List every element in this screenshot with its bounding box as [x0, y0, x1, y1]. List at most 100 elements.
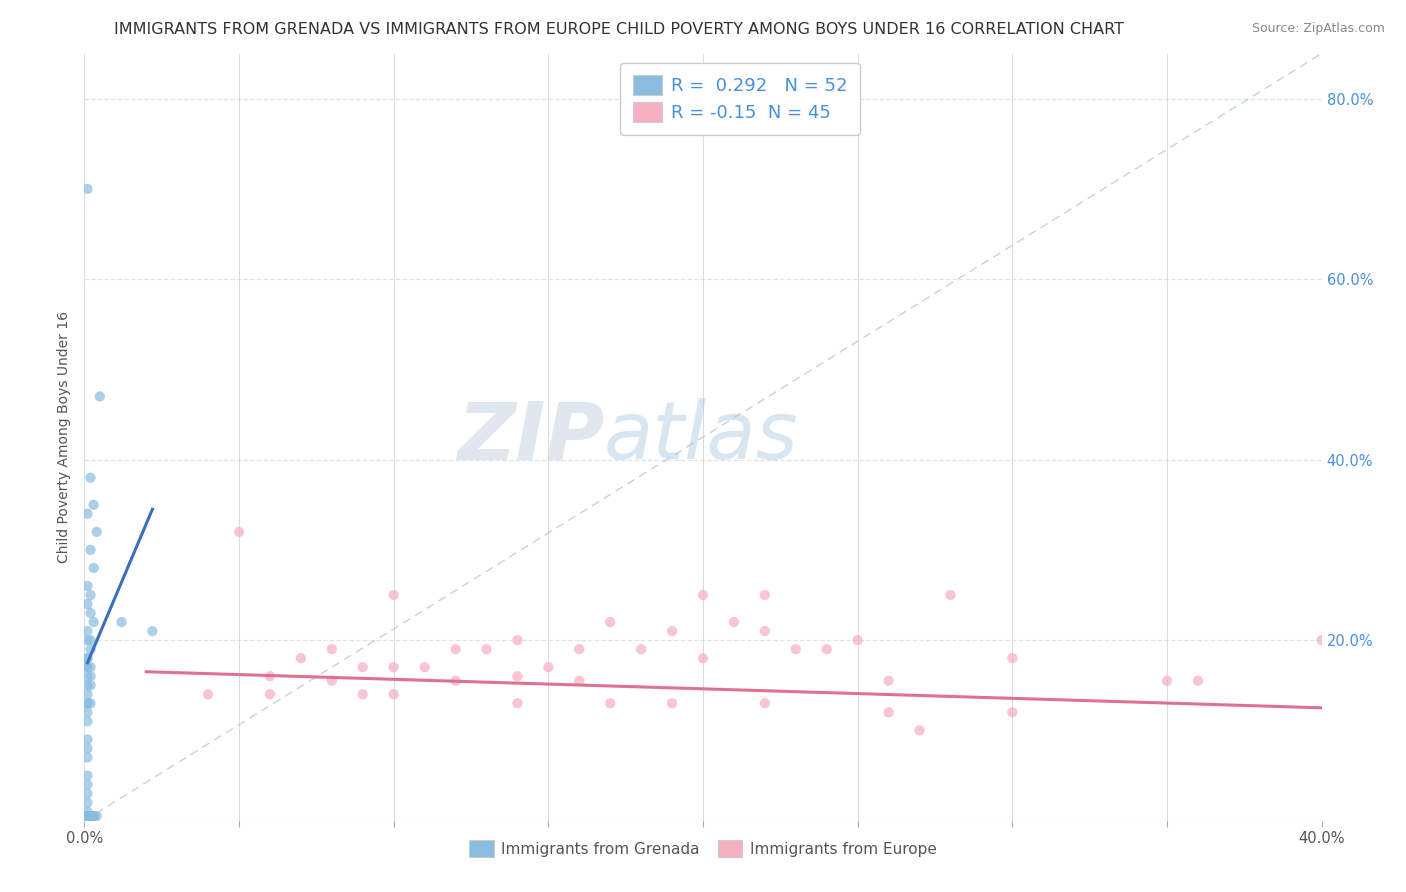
Point: [76, 660, 98, 674]
Point: [76, 579, 98, 593]
Point: [76, 597, 98, 611]
Point: [661, 696, 683, 710]
Point: [321, 642, 343, 657]
Point: [661, 624, 683, 639]
Point: [79, 642, 101, 657]
Point: [1187, 673, 1209, 688]
Point: [141, 624, 163, 639]
Point: [382, 588, 405, 602]
Point: [1310, 633, 1333, 648]
Point: [76, 787, 98, 801]
Point: [76, 805, 98, 819]
Point: [599, 696, 621, 710]
Point: [89, 389, 111, 403]
Point: [413, 660, 436, 674]
Point: [908, 723, 931, 738]
Point: [754, 624, 776, 639]
Point: [76, 624, 98, 639]
Point: [79, 809, 101, 823]
Point: [568, 673, 591, 688]
Point: [76, 714, 98, 729]
Point: [197, 687, 219, 701]
Point: [444, 673, 467, 688]
Point: [290, 651, 312, 665]
Y-axis label: Child Poverty Among Boys Under 16: Child Poverty Among Boys Under 16: [58, 311, 72, 563]
Point: [79, 678, 101, 692]
Point: [815, 642, 838, 657]
Point: [692, 651, 714, 665]
Point: [939, 588, 962, 602]
Point: [506, 633, 529, 648]
Text: ZIP: ZIP: [457, 398, 605, 476]
Point: [86, 524, 108, 539]
Point: [83, 615, 105, 629]
Point: [76, 796, 98, 810]
Point: [76, 750, 98, 764]
Text: IMMIGRANTS FROM GRENADA VS IMMIGRANTS FROM EUROPE CHILD POVERTY AMONG BOYS UNDER: IMMIGRANTS FROM GRENADA VS IMMIGRANTS FR…: [114, 22, 1123, 37]
Text: atlas: atlas: [605, 398, 799, 476]
Point: [506, 696, 529, 710]
Point: [76, 182, 98, 196]
Point: [83, 809, 105, 823]
Point: [79, 542, 101, 557]
Point: [76, 633, 98, 648]
Point: [599, 615, 621, 629]
Point: [76, 507, 98, 521]
Point: [76, 651, 98, 665]
Point: [754, 588, 776, 602]
Point: [79, 588, 101, 602]
Point: [76, 809, 98, 823]
Point: [76, 706, 98, 720]
Point: [352, 660, 374, 674]
Point: [86, 809, 108, 823]
Text: Source: ZipAtlas.com: Source: ZipAtlas.com: [1251, 22, 1385, 36]
Point: [352, 687, 374, 701]
Point: [877, 706, 900, 720]
Point: [785, 642, 807, 657]
Point: [79, 669, 101, 683]
Point: [79, 809, 101, 823]
Point: [692, 588, 714, 602]
Point: [537, 660, 560, 674]
Point: [76, 678, 98, 692]
Point: [259, 687, 281, 701]
Point: [76, 809, 98, 823]
Point: [79, 471, 101, 485]
Point: [79, 809, 101, 823]
Point: [723, 615, 745, 629]
Point: [76, 809, 98, 823]
Point: [259, 669, 281, 683]
Point: [83, 809, 105, 823]
Point: [83, 809, 105, 823]
Legend: Immigrants from Grenada, Immigrants from Europe: Immigrants from Grenada, Immigrants from…: [463, 834, 943, 863]
Point: [79, 606, 101, 620]
Point: [382, 687, 405, 701]
Point: [76, 669, 98, 683]
Point: [76, 696, 98, 710]
Point: [76, 687, 98, 701]
Point: [382, 660, 405, 674]
Point: [110, 615, 132, 629]
Point: [83, 561, 105, 575]
Point: [83, 498, 105, 512]
Point: [79, 660, 101, 674]
Point: [444, 642, 467, 657]
Point: [506, 669, 529, 683]
Point: [1001, 651, 1024, 665]
Point: [79, 633, 101, 648]
Point: [79, 696, 101, 710]
Point: [630, 642, 652, 657]
Point: [76, 660, 98, 674]
Point: [321, 673, 343, 688]
Point: [1001, 706, 1024, 720]
Point: [877, 673, 900, 688]
Point: [228, 524, 250, 539]
Point: [76, 768, 98, 782]
Point: [754, 696, 776, 710]
Point: [846, 633, 869, 648]
Point: [475, 642, 498, 657]
Point: [76, 778, 98, 792]
Point: [1156, 673, 1178, 688]
Point: [568, 642, 591, 657]
Point: [76, 741, 98, 756]
